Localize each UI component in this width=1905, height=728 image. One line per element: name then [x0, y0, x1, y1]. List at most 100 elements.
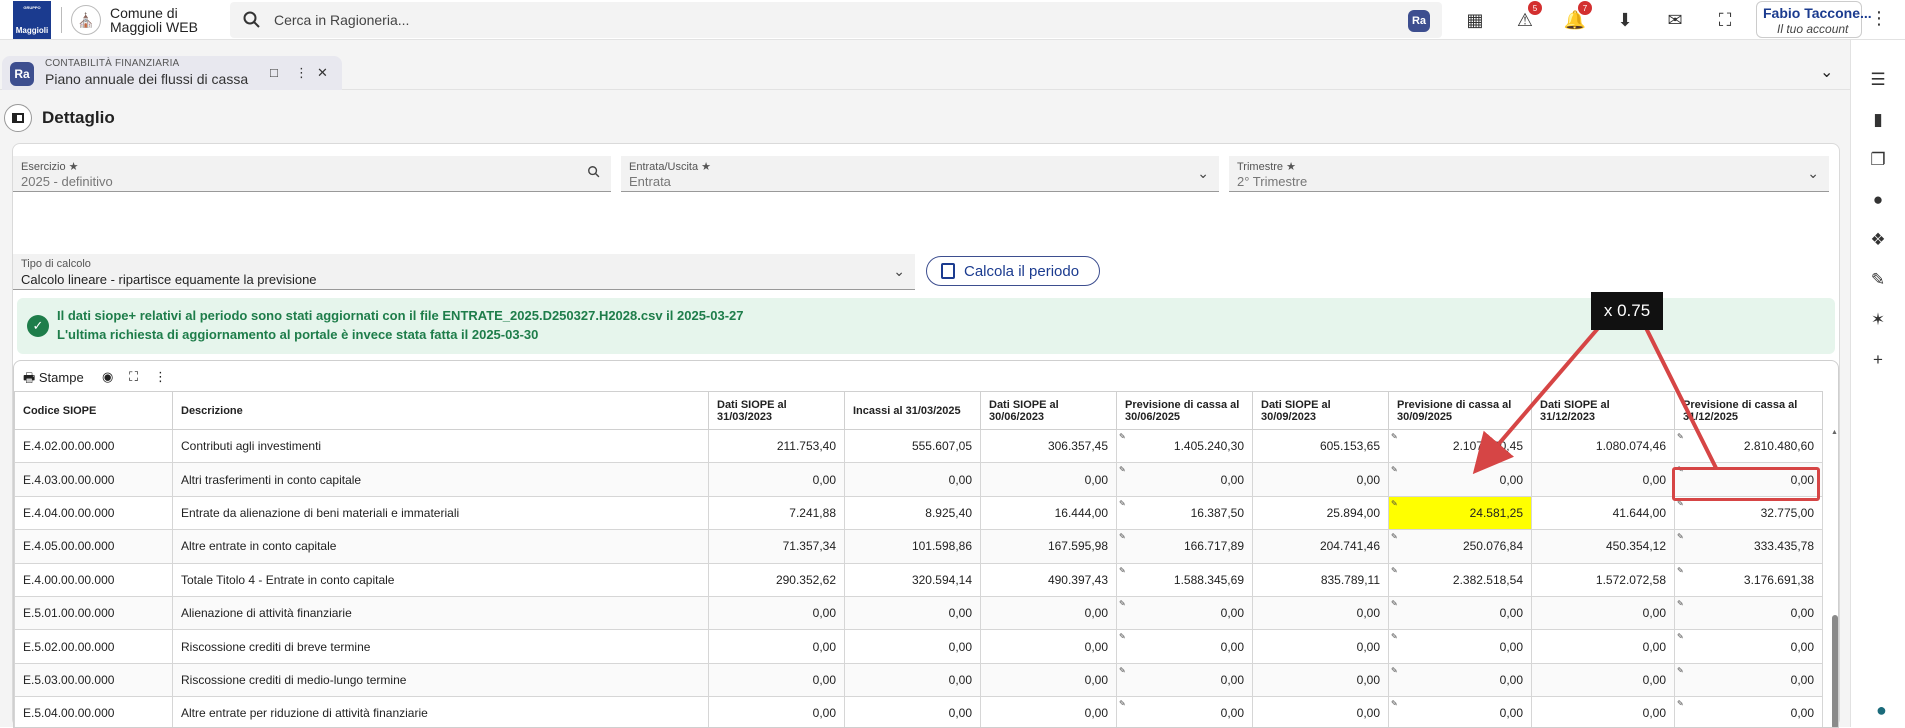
- value-cell[interactable]: ✎ 16.387,50: [1116, 495, 1253, 531]
- fullscreen-icon[interactable]: ⛶: [1718, 9, 1732, 30]
- value-cell[interactable]: ✎ 0,00: [1674, 662, 1823, 698]
- more-vert-icon[interactable]: ⋮: [1870, 8, 1888, 28]
- table-row[interactable]: E.4.00.00.00.000 Totale Titolo 4 - Entrat…: [14, 562, 1823, 597]
- cell-text: 7.241,88: [789, 505, 836, 520]
- cell-text: 0,00: [1790, 706, 1814, 721]
- value-cell[interactable]: ✎ 0,00: [1116, 595, 1253, 631]
- bookmark-icon[interactable]: □: [270, 65, 278, 80]
- edit-icon: ✎: [1391, 598, 1398, 608]
- scroll-up-icon[interactable]: ▲: [1831, 429, 1838, 436]
- scrollbar-thumb[interactable]: [1832, 615, 1838, 727]
- table-row[interactable]: E.4.02.00.00.000 Contributi agli investim…: [14, 428, 1823, 464]
- esercizio-field[interactable]: Esercizio ★ 2025 - definitivo: [13, 156, 611, 192]
- cell-text: 0,00: [1084, 639, 1108, 654]
- column-header[interactable]: Previsione di cassa al 30/09/2025: [1388, 391, 1532, 430]
- cell-text: Riscossione crediti di breve termine: [181, 639, 371, 654]
- value-cell: 320.594,14: [844, 562, 981, 597]
- trimestre-select[interactable]: Trimestre ★ 2° Trimestre ⌄: [1229, 156, 1829, 192]
- value-cell[interactable]: ✎ 32.775,00: [1674, 495, 1823, 531]
- value-cell[interactable]: ✎ 333.435,78: [1674, 529, 1823, 564]
- value-cell[interactable]: ✎ 0,00: [1674, 696, 1823, 727]
- search-icon[interactable]: [587, 165, 601, 179]
- column-header[interactable]: Dati SIOPE al 31/03/2023: [708, 391, 845, 430]
- document-icon[interactable]: ✎: [1870, 270, 1886, 289]
- list-icon[interactable]: ☰: [1870, 70, 1886, 89]
- value-cell[interactable]: ✎ 250.076,84: [1388, 529, 1532, 564]
- tipo-calcolo-select[interactable]: Tipo di calcolo Calcolo lineare - ripart…: [13, 254, 915, 290]
- grid-menu-icon[interactable]: ⋮: [154, 369, 167, 384]
- value-cell[interactable]: ✎ 0,00: [1388, 662, 1532, 698]
- institution-icon[interactable]: ⛪: [71, 5, 101, 35]
- bell-icon[interactable]: 🔔 7: [1560, 1, 1592, 35]
- location-pin-icon[interactable]: ●: [1876, 700, 1887, 720]
- network-icon[interactable]: ✶: [1870, 310, 1886, 329]
- description-cell: Riscossione crediti di medio-lungo termi…: [172, 662, 709, 698]
- value-cell[interactable]: ✎ 0,00: [1388, 696, 1532, 727]
- table-row[interactable]: E.5.03.00.00.000 Riscossione crediti di m…: [14, 662, 1823, 698]
- eye-icon[interactable]: ◉: [102, 369, 114, 384]
- value-cell[interactable]: ✎ 0,00: [1116, 662, 1253, 698]
- warning-icon[interactable]: ⚠ 5: [1510, 1, 1542, 35]
- entrata-uscita-select[interactable]: Entrata/Uscita ★ Entrata ⌄: [621, 156, 1219, 192]
- column-header[interactable]: Descrizione: [172, 391, 709, 430]
- column-header[interactable]: Dati SIOPE al 30/09/2023: [1252, 391, 1389, 430]
- cell-text: 0,00: [1790, 639, 1814, 654]
- value-cell[interactable]: ✎ 2.810.480,60: [1674, 428, 1823, 464]
- column-header[interactable]: Incassi al 31/03/2025: [844, 391, 981, 430]
- user-account-button[interactable]: Fabio Taccone... Il tuo account: [1756, 1, 1872, 38]
- value-cell[interactable]: ✎ 0,00: [1116, 629, 1253, 664]
- value-cell[interactable]: ✎ 1.405.240,30: [1116, 428, 1253, 464]
- table-row[interactable]: E.5.04.00.00.000 Altre entrate per riduzi…: [14, 696, 1823, 727]
- calcola-periodo-button[interactable]: Calcola il periodo: [926, 256, 1100, 286]
- close-icon[interactable]: ✕: [317, 65, 328, 80]
- column-header[interactable]: Previsione di cassa al 30/06/2025: [1116, 391, 1253, 430]
- value-cell[interactable]: ✎ 3.176.691,38: [1674, 562, 1823, 597]
- value-cell[interactable]: ✎ 24.581,25: [1388, 495, 1532, 531]
- value-cell[interactable]: ✎ 0,00: [1116, 462, 1253, 497]
- value-cell[interactable]: ✎ 0,00: [1116, 696, 1253, 727]
- column-header[interactable]: Previsione di cassa al 31/12/2025: [1674, 391, 1823, 430]
- value-cell[interactable]: ✎ 0,00: [1388, 462, 1532, 497]
- table-row[interactable]: E.4.03.00.00.000 Altri trasferimenti in c…: [14, 462, 1823, 497]
- bookmarks-icon[interactable]: ▮: [1873, 110, 1883, 129]
- coins-icon[interactable]: ●: [1872, 190, 1884, 209]
- edit-icon: ✎: [1677, 465, 1684, 475]
- institution-line1: Comune di: [110, 5, 178, 21]
- plug-icon[interactable]: ❖: [1870, 230, 1886, 249]
- edit-icon: ✎: [1391, 432, 1398, 441]
- value-cell[interactable]: ✎ 1.588.345,69: [1116, 562, 1253, 597]
- dashboard-icon[interactable]: ▦: [1466, 9, 1484, 30]
- ragioneria-chip[interactable]: Ra: [1408, 10, 1430, 32]
- column-header[interactable]: Codice SIOPE: [14, 391, 173, 430]
- value-cell[interactable]: ✎ 2.107.860,45: [1388, 428, 1532, 464]
- mail-icon[interactable]: ✉: [1667, 9, 1683, 30]
- copy-icon[interactable]: ❐: [1870, 150, 1886, 169]
- value-cell: 0,00: [1531, 696, 1675, 727]
- tab-menu-icon[interactable]: ⋮: [295, 65, 308, 80]
- sidebar-toggle-button[interactable]: [4, 104, 32, 132]
- chevron-down-icon[interactable]: ⌄: [1820, 64, 1834, 81]
- cell-text: 101.598,86: [911, 539, 972, 554]
- value-cell[interactable]: ✎ 0,00: [1674, 595, 1823, 631]
- expand-icon[interactable]: ⛶: [129, 369, 139, 384]
- maggioli-logo[interactable]: GRUPPO Maggioli: [13, 1, 51, 39]
- value-cell[interactable]: ✎ 0,00: [1388, 595, 1532, 631]
- add-icon[interactable]: +: [1873, 350, 1883, 369]
- print-button[interactable]: 🖶 Stampe: [23, 370, 84, 385]
- global-search[interactable]: Cerca in Ragioneria... Ra: [230, 2, 1442, 38]
- value-cell[interactable]: ✎ 166.717,89: [1116, 529, 1253, 564]
- download-icon[interactable]: ⬇: [1617, 9, 1633, 30]
- column-header[interactable]: Dati SIOPE al 30/06/2023: [980, 391, 1117, 430]
- column-header[interactable]: Dati SIOPE al 31/12/2023: [1531, 391, 1675, 430]
- table-row[interactable]: E.5.01.00.00.000 Alienazione di attività …: [14, 595, 1823, 631]
- search-input[interactable]: Cerca in Ragioneria...: [274, 12, 410, 28]
- value-cell[interactable]: ✎ 0,00: [1674, 629, 1823, 664]
- table-row[interactable]: E.4.05.00.00.000 Altre entrate in conto c…: [14, 529, 1823, 564]
- value-cell[interactable]: ✎ 0,00: [1388, 629, 1532, 664]
- vertical-scrollbar[interactable]: [1832, 429, 1838, 727]
- table-row[interactable]: E.4.04.00.00.000 Entrate da alienazione d…: [14, 495, 1823, 531]
- tab-piano-flussi-cassa[interactable]: Ra CONTABILITÀ FINANZIARIA Piano annuale…: [2, 56, 342, 90]
- table-row[interactable]: E.5.02.00.00.000 Riscossione crediti di b…: [14, 629, 1823, 664]
- value-cell[interactable]: ✎ 0,00: [1674, 462, 1823, 497]
- value-cell[interactable]: ✎ 2.382.518,54: [1388, 562, 1532, 597]
